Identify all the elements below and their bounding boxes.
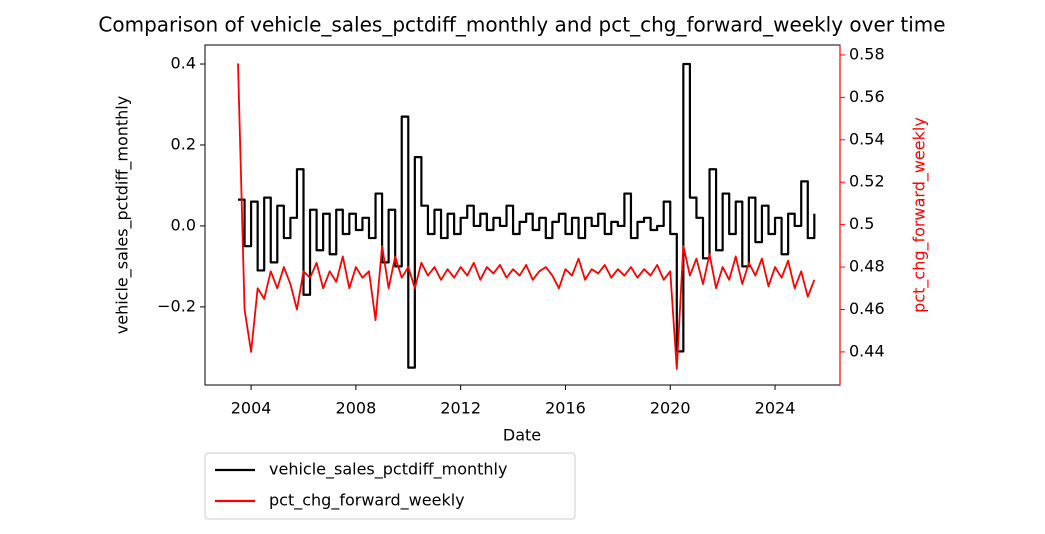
y-tick-label: 0.2 [171, 134, 196, 153]
y2-tick-label: 0.48 [849, 257, 885, 276]
x-tick-label: 2024 [755, 399, 796, 418]
legend-label: vehicle_sales_pctdiff_monthly [269, 460, 507, 480]
y2-tick-label: 0.56 [849, 87, 885, 106]
x-tick-label: 2004 [231, 399, 272, 418]
chart-title: Comparison of vehicle_sales_pctdiff_mont… [98, 13, 945, 37]
y2-tick-label: 0.52 [849, 172, 885, 191]
plot-frame [204, 44, 841, 386]
series-line [237, 63, 816, 370]
y-tick-label: 0.0 [171, 215, 196, 234]
y2-tick-label: 0.5 [849, 214, 874, 233]
y2-tick-label: 0.58 [849, 44, 885, 63]
x-axis-label: Date [503, 426, 541, 445]
y2-axis-label: pct_chg_forward_weekly [910, 117, 930, 313]
y2-tick-label: 0.54 [849, 129, 885, 148]
x-tick-label: 2016 [545, 399, 586, 418]
x-tick-label: 2012 [440, 399, 481, 418]
y2-tick-label: 0.44 [849, 341, 885, 360]
x-tick-label: 2020 [650, 399, 691, 418]
y2-tick-label: 0.46 [849, 299, 885, 318]
series-line [238, 62, 816, 369]
y-tick-label: −0.2 [157, 296, 196, 315]
y-axis-label: vehicle_sales_pctdiff_monthly [113, 96, 133, 334]
legend-box [204, 452, 576, 520]
y-tick-label: 0.4 [171, 54, 196, 73]
x-tick-label: 2008 [336, 399, 377, 418]
legend-label: pct_chg_forward_weekly [269, 491, 465, 511]
